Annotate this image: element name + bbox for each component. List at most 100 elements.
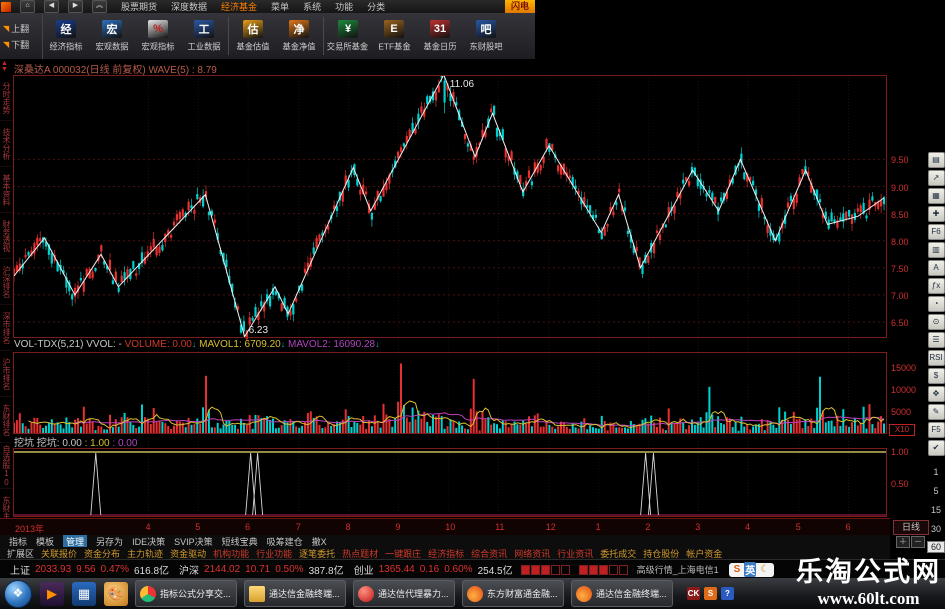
collapse-icon[interactable]: ︽ [92,0,107,13]
right-tool-button[interactable]: ◔ [927,296,945,312]
flash-badge[interactable]: 闪电 [505,0,535,13]
indicator-tab-active[interactable]: 管理 [63,534,88,548]
taskbar-window-button[interactable]: 通达信金融终端... [571,580,673,607]
toolbar-button[interactable]: 经经济指标 [43,13,89,59]
sidebar-tab[interactable]: 分时走势 [0,75,13,121]
zoom-in-button[interactable]: ＋ [896,536,910,548]
right-tool-button[interactable]: ✚ [927,206,945,222]
toolbar-button[interactable]: E ETF基金 [371,13,417,59]
page-flip-button[interactable]: ◥ 下翻 [0,36,42,52]
taskbar-window-button[interactable]: 东方财富通金融... [462,580,564,607]
toolbar-button[interactable]: 宏宏观数据 [89,13,135,59]
menu-item-plain[interactable]: 股票期货 [121,2,158,12]
media-player-icon[interactable]: ▶ [40,581,64,606]
function-tab[interactable]: 一键跟庄 [385,548,422,559]
sidebar-tab[interactable]: 基本资料 [0,167,13,213]
indicator-tab[interactable]: 指标 [9,536,28,547]
taskbar-window-button[interactable]: 通达信代理暴力... [353,580,455,607]
taskbar-window-button[interactable]: 指标公式分享交... [135,580,237,607]
menu-item-plain[interactable]: 菜单 [271,2,290,12]
right-tool-button[interactable]: ☰ [927,332,945,348]
right-tool-button[interactable]: F5 [927,422,945,438]
right-tool-button[interactable]: ↗ [927,170,945,186]
function-tab[interactable]: 扩展区 [7,548,35,559]
page-flip-button[interactable]: ◥ 上翻 [0,20,42,36]
period-5-button[interactable]: 5 [933,486,939,496]
function-tab[interactable]: 持仓股份 [643,548,680,559]
start-button[interactable]: ❖ [4,579,32,608]
right-tool-button[interactable]: F6 [927,224,945,240]
right-tool-button[interactable]: ƒx [927,278,945,294]
function-tab[interactable]: 网络资讯 [514,548,551,559]
function-tab[interactable]: 帐户资金 [686,548,723,559]
sidebar-tab[interactable]: 自选股10 [0,443,13,489]
sidebar-tab[interactable]: 财务透视 [0,213,13,259]
right-tool-button[interactable]: ▤ [927,152,945,168]
function-tab[interactable]: 主力轨迹 [127,548,164,559]
toolbar-button[interactable]: % 宏观指标 [135,13,181,59]
zoom-out-button[interactable]: － [911,536,925,548]
sidebar-tab[interactable]: 沪市排名 [0,351,13,397]
indicator-tab[interactable]: SVIP决策 [174,536,213,547]
taskbar-window-button[interactable]: 通达信金融终端... [244,580,346,607]
scroll-arrows-icon[interactable]: ▲ ▼ [1,60,8,73]
function-tab[interactable]: 行业功能 [256,548,293,559]
function-tab[interactable]: 行业资讯 [557,548,594,559]
ime-bar[interactable]: S 英 ☾ [728,562,775,577]
tray-icon[interactable]: CK [687,587,700,600]
period-30-button[interactable]: 30 [930,524,941,534]
menu-item-plain[interactable]: 功能 [335,2,354,12]
indicator-tab[interactable]: IDE决策 [132,536,166,547]
period-daily-button[interactable]: 日线 [893,520,929,535]
indicator-tab[interactable]: 另存为 [96,536,124,547]
tray-icon[interactable]: S [704,587,717,600]
right-tool-button[interactable]: ✔ [927,440,945,456]
menu-item-active[interactable]: 经济基金 [221,2,258,12]
menu-item-plain[interactable]: 深度数据 [171,2,208,12]
right-tool-button[interactable]: ▦ [927,188,945,204]
sidebar-tab[interactable]: 东财排名 [0,397,13,443]
toolbar-button[interactable]: 吧东财股吧 [463,13,509,59]
right-tool-button[interactable]: A [927,260,945,276]
right-tool-button[interactable]: ✎ [927,404,945,420]
right-tool-button[interactable]: $ [927,368,945,384]
function-tab[interactable]: 委托成交 [600,548,637,559]
function-tab[interactable]: 逐笔委托 [299,548,336,559]
sidebar-tab[interactable]: 深市排名 [0,305,13,351]
right-tool-button[interactable]: ▥ [927,242,945,258]
function-tab[interactable]: 关联报价 [41,548,78,559]
moon-icon[interactable]: ☾ [760,564,770,575]
indicator-tab[interactable]: 撤X [311,536,327,547]
back-icon[interactable]: ◀ [44,0,59,13]
tray-icon[interactable]: ? [721,587,734,600]
palette-icon[interactable]: 🎨 [104,581,128,606]
indicator-tab[interactable]: 吸筹建仓 [266,536,303,547]
sidebar-tab[interactable]: 技术分析 [0,121,13,167]
sidebar-tab[interactable]: 沪深排名 [0,259,13,305]
right-tool-button[interactable]: ⊙ [927,314,945,330]
menu-item-plain[interactable]: 分类 [367,2,386,12]
toolbar-button[interactable]: 估基金估值 [230,13,276,59]
app-cube-icon[interactable]: ▦ [72,581,96,606]
period-15-button[interactable]: 15 [930,505,941,515]
indicator-tab[interactable]: 模板 [36,536,55,547]
function-tab[interactable]: 经济指标 [428,548,465,559]
right-tool-button[interactable]: ✥ [927,386,945,402]
toolbar-button[interactable]: 工工业数据 [181,13,227,59]
toolbar-button[interactable]: 净基金净值 [276,13,322,59]
forward-icon[interactable]: ▶ [68,0,83,13]
function-tab[interactable]: 热点题材 [342,548,379,559]
function-tab[interactable]: 资金分布 [84,548,121,559]
ime-lang-button[interactable]: 英 [744,562,757,577]
indicator-tab[interactable]: 短线宝典 [221,536,258,547]
function-tab[interactable]: 资金驱动 [170,548,207,559]
right-tool-button[interactable]: RSI [927,350,945,366]
chart-area[interactable]: 11.06 6.23 [13,75,889,518]
toolbar-button[interactable]: ¥ 交易所基金 [325,13,371,59]
home-icon[interactable]: ⌂ [20,0,35,13]
toolbar-button[interactable]: 31 基金日历 [417,13,463,59]
function-tab[interactable]: 综合资讯 [471,548,508,559]
period-1-button[interactable]: 1 [933,467,939,477]
function-tab[interactable]: 机构功能 [213,548,250,559]
menu-item-plain[interactable]: 系统 [303,2,322,12]
